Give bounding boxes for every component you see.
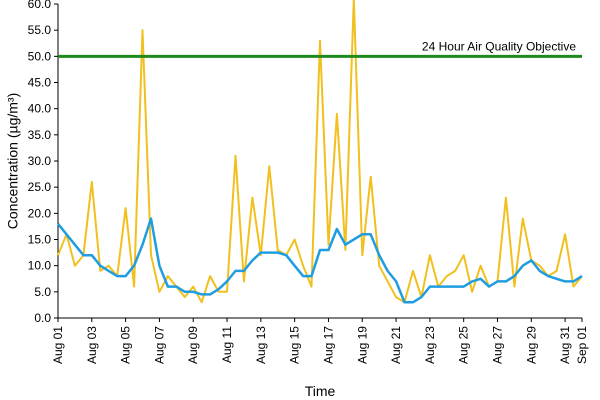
x-tick-label: Aug 21: [389, 326, 403, 364]
x-tick-label: Aug 23: [423, 326, 437, 364]
x-tick-label: Aug 09: [186, 326, 200, 364]
y-tick-label: 55.0: [28, 23, 52, 37]
y-tick-label: 60.0: [28, 0, 52, 11]
y-tick-label: 50.0: [28, 49, 52, 63]
y-tick-label: 0.0: [34, 311, 51, 325]
x-tick-label: Aug 17: [321, 326, 335, 364]
x-tick-label: Aug 27: [490, 326, 504, 364]
y-tick-label: 30.0: [28, 154, 52, 168]
y-tick-label: 20.0: [28, 206, 52, 220]
y-tick-label: 35.0: [28, 128, 52, 142]
x-tick-label: Aug 05: [119, 326, 133, 364]
x-tick-label: Aug 25: [457, 326, 471, 364]
x-tick-label: Aug 03: [85, 326, 99, 364]
y-ticks: 0.0 5.0 10.0 15.0 20.0 25.0 30.0 35.0 40.0 45.0 50…: [28, 0, 58, 325]
x-tick-label: Aug 29: [524, 326, 538, 364]
x-ticks: Aug 01 Aug 03 Aug 05 Aug 07 Aug 09 Aug 11 Aug …: [51, 318, 589, 364]
y-tick-label: 40.0: [28, 102, 52, 116]
y-tick-label: 5.0: [34, 285, 51, 299]
y-tick-label: 45.0: [28, 76, 52, 90]
x-tick-label: Aug 01: [51, 326, 65, 364]
reference-layer: 24 Hour Air Quality Objective: [58, 39, 582, 58]
y-tick-label: 25.0: [28, 180, 52, 194]
x-tick-label: Aug 07: [152, 326, 166, 364]
y-tick-label: 10.0: [28, 259, 52, 273]
y-axis-title: Concentration (µg/m³): [5, 93, 21, 229]
x-axis-title: Time: [305, 383, 336, 399]
series-layer: [57, 0, 583, 304]
x-tick-label: Aug 11: [220, 326, 234, 363]
x-tick-label: Aug 19: [355, 326, 369, 364]
x-tick-label: Aug 13: [254, 326, 268, 364]
x-tick-label: Aug 31: [558, 326, 572, 364]
x-tick-label: Sep 01: [575, 326, 589, 364]
objective-label: 24 Hour Air Quality Objective: [422, 39, 576, 53]
series-line-2: [57, 217, 583, 304]
y-tick-label: 15.0: [28, 233, 52, 247]
x-tick-label: Aug 15: [288, 326, 302, 364]
